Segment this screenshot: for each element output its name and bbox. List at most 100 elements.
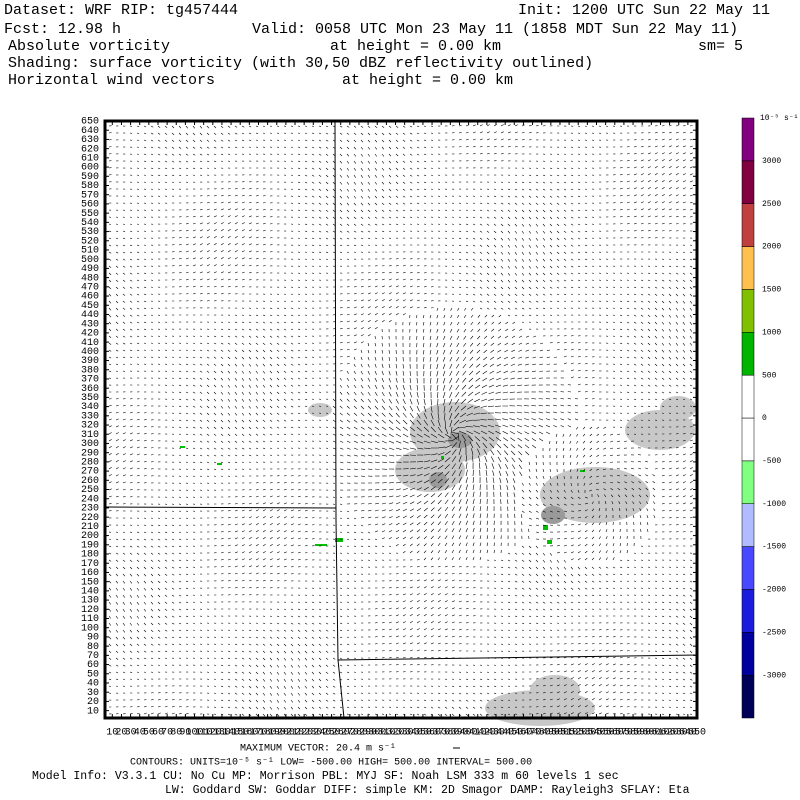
x-tick-label: 630: [670, 728, 688, 739]
x-tick-label: 480: [533, 728, 551, 739]
x-tick-label: 120: [204, 728, 222, 739]
y-tick-label: 560: [81, 200, 99, 211]
x-tick-label: 170: [249, 728, 267, 739]
colorbar-label: -2500: [762, 628, 786, 637]
shade-area: [308, 403, 332, 417]
y-tick-label: 270: [81, 467, 99, 478]
y-tick-label: 430: [81, 319, 99, 330]
y-tick-label: 20: [87, 697, 99, 708]
y-tick-label: 300: [81, 439, 99, 450]
x-tick-label: 340: [405, 728, 423, 739]
colorbar-band: [741, 589, 755, 633]
colorbar-label: -1000: [762, 500, 786, 509]
y-tick-label: 380: [81, 365, 99, 376]
field-name: Absolute vorticity: [8, 38, 170, 55]
y-tick-label: 370: [81, 375, 99, 386]
x-tick-label: 560: [606, 728, 624, 739]
shading-desc: Shading: surface vorticity (with 30,50 d…: [8, 55, 593, 72]
y-tick-label: 530: [81, 227, 99, 238]
y-tick-label: 600: [81, 163, 99, 174]
spot: [580, 470, 585, 472]
x-tick-label: 380: [441, 728, 459, 739]
colorbar-band: [741, 289, 755, 333]
x-tick-label: 400: [460, 728, 478, 739]
y-tick-label: 250: [81, 485, 99, 496]
y-tick-label: 150: [81, 577, 99, 588]
y-tick-label: 390: [81, 356, 99, 367]
vector-height: at height = 0.00 km: [342, 72, 513, 89]
y-tick-label: 580: [81, 181, 99, 192]
y-tick-label: 350: [81, 393, 99, 404]
x-tick-label: 430: [487, 728, 505, 739]
colorbar-band: [741, 160, 755, 204]
spot: [315, 544, 327, 546]
shade-core: [541, 506, 565, 524]
physics-info: LW: Goddard SW: Goddar DIFF: simple KM: …: [165, 784, 690, 797]
colorbar-label: 2000: [762, 243, 781, 252]
x-tick-label: 110: [195, 728, 213, 739]
colorbar-band: [741, 674, 755, 719]
boundaries: [104, 120, 698, 719]
x-tick-label: 390: [450, 728, 468, 739]
x-tick-label: 490: [542, 728, 560, 739]
y-tick-label: 140: [81, 587, 99, 598]
y-tick-label: 340: [81, 402, 99, 413]
state-border: [337, 654, 698, 661]
y-tick-label: 590: [81, 172, 99, 183]
y-tick-label: 100: [81, 623, 99, 634]
colorbar-label: 3000: [762, 157, 781, 166]
colorbar-band: [741, 117, 755, 162]
y-tick-label: 440: [81, 310, 99, 321]
colorbar-band: [741, 503, 755, 547]
colorbar-band: [741, 460, 755, 504]
colorbar-label: -1500: [762, 543, 786, 552]
x-tick-label: 420: [478, 728, 496, 739]
x-tick-label: 610: [651, 728, 669, 739]
y-tick-label: 410: [81, 338, 99, 349]
colorbar-band: [741, 332, 755, 376]
x-tick-label: 100: [186, 728, 204, 739]
y-tick-label: 190: [81, 540, 99, 551]
x-tick-label: 370: [432, 728, 450, 739]
x-tick-label: 230: [304, 728, 322, 739]
y-tick-label: 170: [81, 559, 99, 570]
forecast-hour: Fcst: 12.98 h: [4, 21, 121, 38]
y-tick-label: 220: [81, 513, 99, 524]
shade-core: [429, 472, 447, 488]
y-tick-label: 570: [81, 190, 99, 201]
spot: [180, 446, 185, 448]
y-tick-label: 620: [81, 144, 99, 155]
y-tick-label: 290: [81, 448, 99, 459]
x-tick-label: 350: [414, 728, 432, 739]
x-tick-label: 450: [505, 728, 523, 739]
x-tick-label: 530: [578, 728, 596, 739]
x-tick-label: 200: [277, 728, 295, 739]
y-tick-label: 200: [81, 531, 99, 542]
y-tick-label: 500: [81, 255, 99, 266]
x-tick-label: 640: [679, 728, 697, 739]
colorbar-band: [741, 632, 755, 676]
init-time: Init: 1200 UTC Sun 22 May 11: [518, 2, 770, 19]
shade-area: [395, 448, 465, 492]
spot: [547, 540, 552, 544]
colorbar-band: [741, 203, 755, 247]
field-height: at height = 0.00 km: [330, 38, 501, 55]
x-tick-label: 40: [134, 728, 146, 739]
smoothing: sm= 5: [698, 38, 743, 55]
x-tick-label: 500: [551, 728, 569, 739]
x-tick-label: 70: [161, 728, 173, 739]
x-tick-label: 470: [524, 728, 542, 739]
contour-info: CONTOURS: UNITS=10⁻⁵ s⁻¹ LOW= -500.00 HI…: [130, 758, 532, 769]
x-tick-label: 440: [496, 728, 514, 739]
y-tick-label: 470: [81, 282, 99, 293]
y-tick-label: 510: [81, 246, 99, 257]
x-tick-label: 160: [240, 728, 258, 739]
colorbar-label: -500: [762, 457, 781, 466]
x-tick-label: 650: [688, 728, 706, 739]
x-tick-label: 600: [642, 728, 660, 739]
y-tick-label: 40: [87, 679, 99, 690]
colorbar-label: -3000: [762, 671, 786, 680]
shade-area: [530, 675, 580, 705]
wind-vectors: [108, 124, 693, 717]
x-tick-label: 620: [661, 728, 679, 739]
